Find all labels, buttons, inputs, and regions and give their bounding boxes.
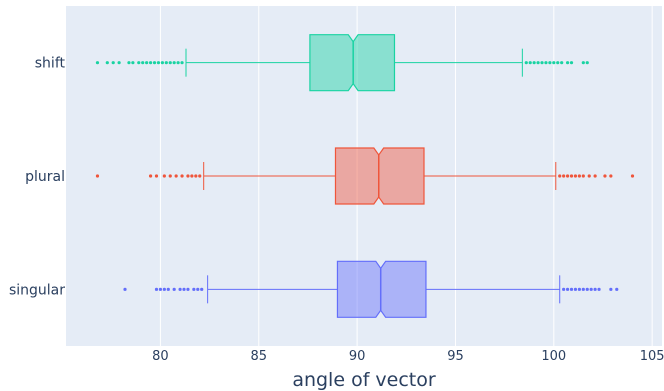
- x-tick-label: 85: [250, 349, 267, 364]
- outlier-point: [186, 174, 190, 178]
- outlier-point: [158, 287, 163, 291]
- outlier-point: [148, 61, 153, 65]
- outlier-point: [127, 61, 131, 65]
- outlier-point: [168, 61, 172, 65]
- box-body: [334, 147, 425, 205]
- outlier-point: [609, 287, 613, 291]
- outlier-point: [577, 174, 581, 178]
- outlier-point: [524, 61, 528, 65]
- x-tick-label: 95: [447, 349, 464, 364]
- outlier-point: [162, 174, 166, 178]
- x-tick-label: 105: [640, 349, 664, 364]
- outlier-point: [573, 287, 578, 291]
- outlier-point: [200, 287, 204, 291]
- x-tick-label: 80: [152, 349, 169, 364]
- outlier-point: [168, 174, 172, 178]
- category-label: shift: [35, 56, 66, 72]
- outlier-point: [562, 287, 566, 291]
- outlier-point: [577, 287, 581, 291]
- outlier-point: [111, 61, 115, 65]
- outlier-point: [581, 287, 585, 291]
- outlier-point: [174, 174, 178, 178]
- outlier-point: [603, 174, 607, 178]
- outlier-point: [565, 61, 570, 65]
- outlier-point: [141, 61, 145, 65]
- outlier-point: [117, 61, 121, 65]
- outlier-point: [569, 61, 574, 65]
- outlier-point: [172, 287, 176, 291]
- category-label: plural: [25, 169, 65, 185]
- box-body: [336, 260, 427, 318]
- outlier-point: [581, 61, 585, 65]
- box-body: [309, 34, 396, 92]
- outlier-point: [105, 61, 109, 65]
- outlier-point: [609, 174, 613, 178]
- outlier-point: [593, 174, 597, 178]
- outlier-point: [630, 174, 635, 178]
- outlier-point: [194, 174, 198, 178]
- outlier-point: [186, 287, 190, 291]
- outlier-point: [182, 287, 186, 291]
- outlier-point: [585, 287, 589, 291]
- outlier-point: [154, 287, 159, 291]
- outlier-point: [164, 61, 168, 65]
- outlier-point: [95, 174, 100, 178]
- outlier-point: [544, 61, 548, 65]
- x-tick-labels: 80 85 90 95 100 105: [152, 349, 664, 364]
- outlier-point: [552, 61, 556, 65]
- box-plots: [95, 34, 635, 318]
- outlier-point: [176, 61, 180, 65]
- box-shift: [95, 34, 589, 92]
- outlier-point: [573, 174, 578, 178]
- outlier-point: [589, 287, 593, 291]
- outlier-point: [95, 61, 100, 65]
- outlier-point: [131, 61, 135, 65]
- category-labels: shift plural singular: [9, 56, 66, 299]
- outlier-point: [166, 287, 170, 291]
- outlier-point: [180, 61, 184, 65]
- outlier-point: [536, 61, 540, 65]
- outlier-point: [593, 287, 597, 291]
- outlier-point: [565, 174, 570, 178]
- outlier-point: [123, 287, 127, 291]
- outlier-point: [152, 61, 157, 65]
- box-plural: [95, 147, 635, 205]
- outlier-point: [154, 174, 159, 178]
- outlier-point: [569, 287, 574, 291]
- outlier-point: [145, 61, 149, 65]
- outlier-point: [178, 287, 182, 291]
- outlier-point: [581, 174, 585, 178]
- outlier-point: [532, 61, 536, 65]
- outlier-point: [192, 287, 196, 291]
- outlier-point: [562, 174, 566, 178]
- outlier-point: [162, 287, 166, 291]
- x-tick-label: 90: [349, 349, 366, 364]
- box-singular: [123, 260, 619, 318]
- outlier-point: [528, 61, 532, 65]
- x-tick-label: 100: [541, 349, 566, 364]
- outlier-point: [148, 174, 153, 178]
- outlier-point: [548, 61, 552, 65]
- x-axis-title: angle of vector: [292, 369, 436, 391]
- outlier-point: [569, 174, 574, 178]
- outlier-point: [585, 61, 589, 65]
- outlier-point: [156, 61, 161, 65]
- outlier-point: [565, 287, 570, 291]
- outlier-point: [560, 61, 564, 65]
- outlier-point: [540, 61, 544, 65]
- outlier-point: [137, 61, 141, 65]
- outlier-point: [160, 61, 164, 65]
- outlier-point: [615, 287, 619, 291]
- outlier-point: [558, 174, 562, 178]
- outlier-point: [172, 61, 176, 65]
- outlier-point: [190, 174, 194, 178]
- outlier-point: [587, 174, 591, 178]
- category-label: singular: [9, 282, 65, 298]
- outlier-point: [196, 287, 200, 291]
- outlier-point: [180, 174, 184, 178]
- outlier-point: [556, 61, 560, 65]
- outlier-point: [597, 287, 601, 291]
- outlier-point: [198, 174, 202, 178]
